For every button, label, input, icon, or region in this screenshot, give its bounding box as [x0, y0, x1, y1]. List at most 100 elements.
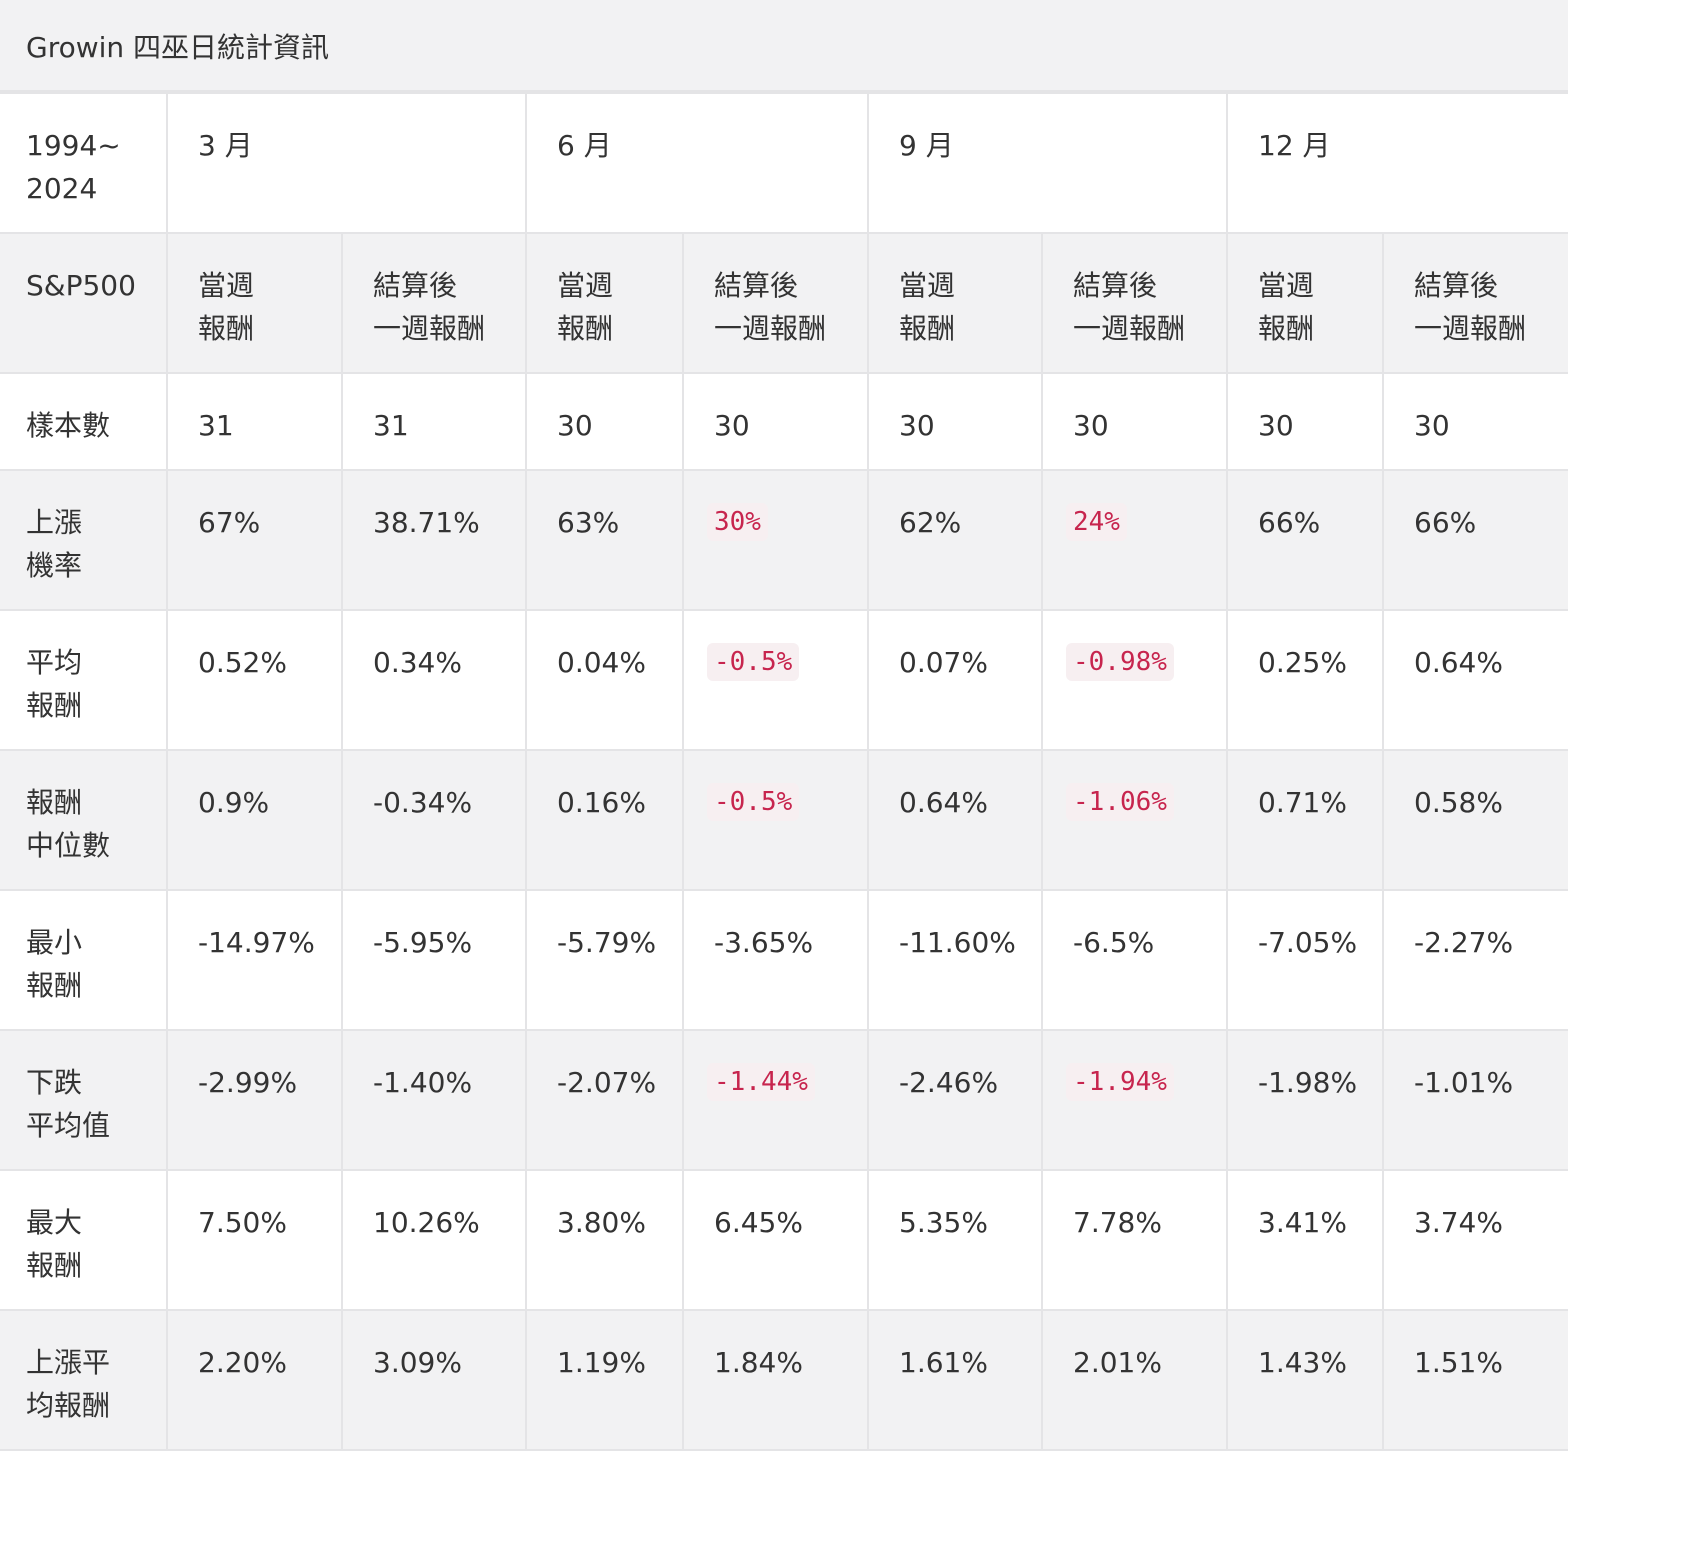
table-cell: 63% [525, 469, 684, 611]
table-cell: -2.99% [166, 1029, 343, 1171]
table-cell: 3.74% [1382, 1169, 1568, 1311]
highlighted-value: -0.5% [707, 643, 800, 681]
table-cell: 30 [1382, 372, 1568, 471]
table-row: 報酬 中位數 0.9% -0.34% 0.16% -0.5% 0.64% -1.06% 0.7… [0, 749, 1568, 891]
table-cell: -1.94% [1041, 1029, 1228, 1171]
table-cell: 0.52% [166, 609, 343, 751]
table-cell: 1.19% [525, 1309, 684, 1451]
table-cell: 24% [1041, 469, 1228, 611]
table-cell: -5.79% [525, 889, 684, 1031]
table-cell: 30 [525, 372, 684, 471]
period-label: 1994~ 2024 [0, 92, 168, 234]
row-label: 最大 報酬 [0, 1169, 168, 1311]
table-cell: 3.41% [1226, 1169, 1384, 1311]
table-cell: 6.45% [682, 1169, 869, 1311]
table-cell: 0.04% [525, 609, 684, 751]
sub-header: 結算後 一週報酬 [341, 232, 527, 374]
table-cell: -6.5% [1041, 889, 1228, 1031]
sub-header-row: S&P500 當週 報酬 結算後 一週報酬 當週 報酬 結算後 一週報酬 當週 … [0, 232, 1568, 374]
month-header: 3 月 [166, 92, 527, 234]
table-cell: -11.60% [867, 889, 1043, 1031]
table-cell: 1.84% [682, 1309, 869, 1451]
table-cell: 1.61% [867, 1309, 1043, 1451]
month-header-row: 1994~ 2024 3 月 6 月 9 月 12 月 [0, 92, 1568, 234]
table-cell: 0.07% [867, 609, 1043, 751]
table-cell: 3.09% [341, 1309, 527, 1451]
sub-header: 結算後 一週報酬 [682, 232, 869, 374]
sub-header: 當週 報酬 [525, 232, 684, 374]
table-row: 下跌 平均值 -2.99% -1.40% -2.07% -1.44% -2.46% -1.9… [0, 1029, 1568, 1171]
table-cell: 0.71% [1226, 749, 1384, 891]
highlighted-value: -1.94% [1066, 1063, 1174, 1101]
table-cell: -0.98% [1041, 609, 1228, 751]
sub-header: 當週 報酬 [867, 232, 1043, 374]
table-cell: 62% [867, 469, 1043, 611]
table-cell: 7.50% [166, 1169, 343, 1311]
highlighted-value: -0.98% [1066, 643, 1174, 681]
table-cell: 0.25% [1226, 609, 1384, 751]
sub-header: 結算後 一週報酬 [1041, 232, 1228, 374]
row-label: 上漲平 均報酬 [0, 1309, 168, 1451]
table-cell: 31 [166, 372, 343, 471]
table-cell: -14.97% [166, 889, 343, 1031]
table-cell: 66% [1226, 469, 1384, 611]
table-cell: 3.80% [525, 1169, 684, 1311]
row-label: 樣本數 [0, 372, 168, 471]
row-label: 下跌 平均值 [0, 1029, 168, 1171]
table-cell: -7.05% [1226, 889, 1384, 1031]
table-cell: 30 [682, 372, 869, 471]
table-cell: 30% [682, 469, 869, 611]
table-row: 最小 報酬 -14.97% -5.95% -5.79% -3.65% -11.60% -6.… [0, 889, 1568, 1031]
highlighted-value: -1.44% [707, 1063, 815, 1101]
table-cell: 30 [1041, 372, 1228, 471]
table-cell: -1.98% [1226, 1029, 1384, 1171]
month-header: 9 月 [867, 92, 1228, 234]
table-cell: 0.64% [867, 749, 1043, 891]
highlighted-value: -0.5% [707, 783, 800, 821]
row-label: 上漲 機率 [0, 469, 168, 611]
table-cell: -2.46% [867, 1029, 1043, 1171]
table-cell: 0.9% [166, 749, 343, 891]
table-cell: 7.78% [1041, 1169, 1228, 1311]
table-cell: -0.34% [341, 749, 527, 891]
table-cell: -1.06% [1041, 749, 1228, 891]
table-row: 平均 報酬 0.52% 0.34% 0.04% -0.5% 0.07% -0.98% 0.25… [0, 609, 1568, 751]
table-cell: 0.16% [525, 749, 684, 891]
table-cell: -2.07% [525, 1029, 684, 1171]
table-row: 上漲 機率 67% 38.71% 63% 30% 62% 24% 66% 66% [0, 469, 1568, 611]
table-cell: -2.27% [1382, 889, 1568, 1031]
table-cell: 0.64% [1382, 609, 1568, 751]
table-cell: 5.35% [867, 1169, 1043, 1311]
table-cell: -5.95% [341, 889, 527, 1031]
table-cell: 66% [1382, 469, 1568, 611]
table-row: 樣本數 31 31 30 30 30 30 30 30 [0, 372, 1568, 471]
month-header: 12 月 [1226, 92, 1568, 234]
table-row: 上漲平 均報酬 2.20% 3.09% 1.19% 1.84% 1.61% 2.01% 1.4… [0, 1309, 1568, 1451]
sub-header: 當週 報酬 [166, 232, 343, 374]
table-cell: 30 [867, 372, 1043, 471]
table-row: 最大 報酬 7.50% 10.26% 3.80% 6.45% 5.35% 7.78% 3.41… [0, 1169, 1568, 1311]
table-cell: -3.65% [682, 889, 869, 1031]
month-header: 6 月 [525, 92, 869, 234]
row-label: 平均 報酬 [0, 609, 168, 751]
highlighted-value: 24% [1066, 503, 1127, 541]
sub-header: 結算後 一週報酬 [1382, 232, 1568, 374]
table-cell: 0.34% [341, 609, 527, 751]
table-cell: 10.26% [341, 1169, 527, 1311]
table-cell: 0.58% [1382, 749, 1568, 891]
quad-witching-stats-table: 1994~ 2024 3 月 6 月 9 月 12 月 S&P500 當週 報酬… [0, 92, 1568, 1451]
table-cell: 67% [166, 469, 343, 611]
highlighted-value: 30% [707, 503, 768, 541]
table-cell: -1.40% [341, 1029, 527, 1171]
table-title: Growin 四巫日統計資訊 [0, 0, 1568, 92]
row-label: 最小 報酬 [0, 889, 168, 1031]
row-label: 報酬 中位數 [0, 749, 168, 891]
table-cell: -1.01% [1382, 1029, 1568, 1171]
table-cell: 30 [1226, 372, 1384, 471]
table-cell: -0.5% [682, 609, 869, 751]
table-cell: 31 [341, 372, 527, 471]
table-cell: 2.01% [1041, 1309, 1228, 1451]
table-cell: -0.5% [682, 749, 869, 891]
index-label: S&P500 [0, 232, 168, 374]
table-cell: 38.71% [341, 469, 527, 611]
